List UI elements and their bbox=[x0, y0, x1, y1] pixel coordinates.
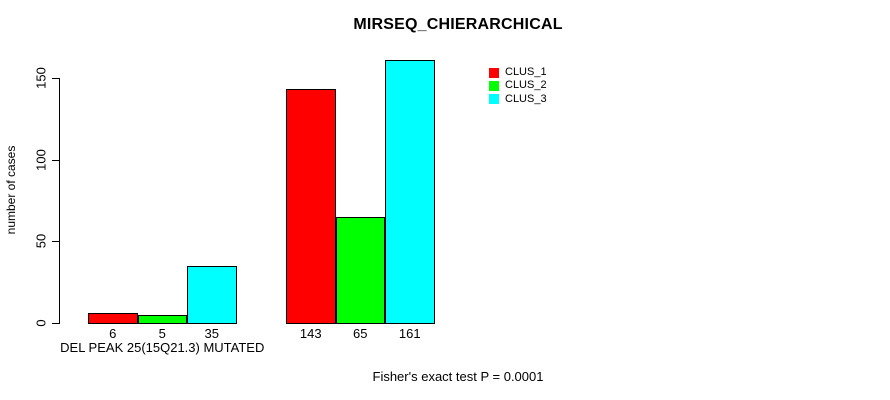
legend-item-clus-3: CLUS_3 bbox=[489, 93, 547, 106]
bar-value-label: 6 bbox=[109, 326, 117, 341]
y-tick-label: 0 bbox=[33, 319, 49, 327]
legend-swatch-clus-3 bbox=[489, 94, 499, 105]
bar-clus_1-group1 bbox=[88, 313, 138, 324]
y-tick bbox=[52, 78, 59, 80]
legend-label-clus-1: CLUS_1 bbox=[505, 66, 547, 79]
y-tick-label: 100 bbox=[33, 148, 49, 171]
legend-label-clus-2: CLUS_2 bbox=[505, 79, 547, 92]
y-tick-label: 50 bbox=[33, 234, 49, 249]
legend-label-clus-3: CLUS_3 bbox=[505, 92, 547, 105]
legend: CLUS_1 CLUS_2 CLUS_3 bbox=[489, 66, 547, 106]
bar-value-label: 35 bbox=[204, 326, 219, 341]
y-axis-line bbox=[59, 78, 60, 324]
footer-annotation: Fisher's exact test P = 0.0001 bbox=[372, 369, 544, 384]
legend-item-clus-1: CLUS_1 bbox=[489, 66, 547, 79]
bar-value-label: 161 bbox=[398, 326, 421, 341]
legend-item-clus-2: CLUS_2 bbox=[489, 79, 547, 92]
y-tick bbox=[52, 323, 59, 324]
legend-swatch-clus-1 bbox=[489, 67, 499, 78]
bar-clus_2-group1 bbox=[137, 314, 187, 324]
chart-title: MIRSEQ_CHIERARCHICAL bbox=[353, 16, 563, 33]
bar-clus_1-group2 bbox=[286, 89, 336, 324]
bar-clus_2-group2 bbox=[335, 216, 385, 324]
y-tick bbox=[52, 159, 59, 161]
bar-value-label: 65 bbox=[353, 326, 368, 341]
category-label: DEL PEAK 25(15Q21.3) MUTATED bbox=[60, 340, 265, 355]
y-tick bbox=[52, 241, 59, 243]
bar-clus_3-group2 bbox=[385, 60, 435, 324]
legend-swatch-clus-2 bbox=[489, 80, 499, 91]
bar-value-label: 5 bbox=[158, 326, 166, 341]
y-tick-label: 150 bbox=[33, 67, 49, 89]
bar-value-label: 143 bbox=[299, 326, 322, 341]
bar-clus_3-group1 bbox=[187, 265, 237, 324]
